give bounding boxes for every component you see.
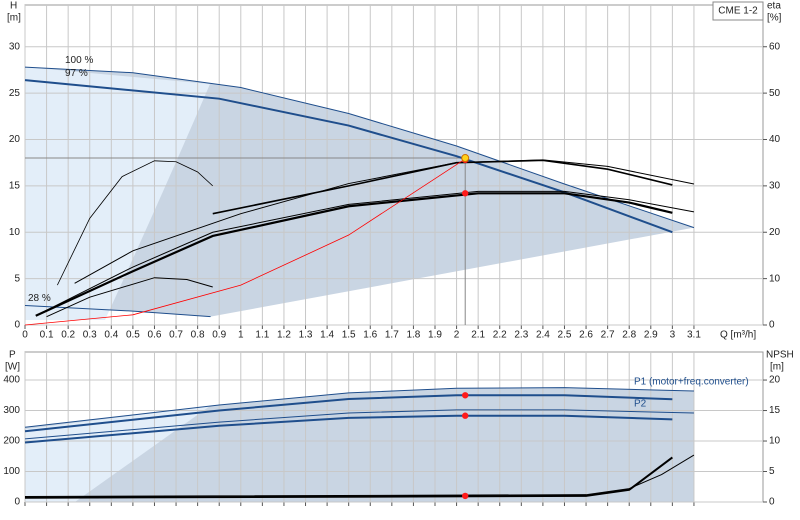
x-axis-title: Q [m³/h] — [720, 330, 756, 341]
x-tick-label: 1.4 — [320, 330, 334, 341]
range-area — [25, 67, 694, 317]
y2-axis-unit: [%] — [767, 13, 782, 24]
x-tick-label: 1.5 — [342, 330, 356, 341]
x-tick-label: 2 — [454, 330, 460, 341]
y2-tick-label: 0 — [769, 320, 775, 331]
operating-point — [462, 412, 469, 419]
y2-axis-title: NPSH — [766, 350, 794, 361]
y-axis-title: H — [10, 1, 17, 12]
x-tick-label: 2.5 — [558, 330, 572, 341]
x-tick-label: 2.8 — [622, 330, 636, 341]
y-tick-label: 15 — [9, 181, 21, 192]
curve — [46, 277, 213, 318]
y-tick-label: 300 — [3, 405, 20, 416]
x-tick-label: 3.1 — [687, 330, 701, 341]
y-tick-label: 5 — [14, 273, 20, 284]
curve — [24, 409, 694, 440]
y2-tick-label: 30 — [769, 181, 781, 192]
x-tick-label: 2.2 — [493, 330, 507, 341]
y2-tick-label: 15 — [769, 405, 781, 416]
x-tick-label: 0.9 — [212, 330, 226, 341]
y-axis-title: P — [9, 350, 16, 361]
duty-point — [461, 154, 470, 163]
curve — [212, 159, 673, 215]
x-tick-label: 2.3 — [514, 330, 528, 341]
labels: 0 0.1 0.2 0.3 0.4 0.5 0.6 0.7 0.8 0.9 1 1.1 1.2 1.3 1.… — [3, 41, 780, 507]
y-tick-label: 25 — [9, 88, 21, 99]
x-tick-label: 0.1 — [40, 330, 54, 341]
chart-title: CME 1-2 — [718, 6, 758, 17]
y-tick-label: 20 — [9, 134, 21, 145]
series-label: P1 (motor+freq.converter) — [634, 377, 749, 388]
curve — [35, 190, 695, 317]
y-tick-label: 0 — [14, 497, 20, 508]
series-label: 97 % — [65, 68, 88, 79]
x-tick-label: 2.6 — [579, 330, 593, 341]
x-tick-label: 1.3 — [299, 330, 313, 341]
curve — [24, 79, 673, 234]
y2-tick-label: 10 — [769, 273, 781, 284]
y2-tick-label: 10 — [769, 436, 781, 447]
x-tick-label: 0.3 — [83, 330, 97, 341]
y-tick-label: 200 — [3, 436, 20, 447]
y2-tick-label: 50 — [769, 88, 781, 99]
curve — [24, 394, 673, 433]
curve — [35, 192, 673, 317]
x-tick-label: 0.5 — [126, 330, 140, 341]
curve — [24, 387, 694, 428]
x-tick-label: 0.2 — [61, 330, 75, 341]
grid — [24, 4, 767, 506]
y2-tick-label: 20 — [769, 375, 781, 386]
curve — [24, 414, 673, 444]
x-tick-label: 2.7 — [601, 330, 615, 341]
x-tick-label: 0.6 — [148, 330, 162, 341]
y2-tick-label: 60 — [769, 41, 781, 52]
y2-tick-label: 40 — [769, 134, 781, 145]
curve — [24, 158, 466, 326]
curve — [24, 456, 673, 499]
y-tick-label: 100 — [3, 466, 20, 477]
series-label: 28 % — [28, 293, 51, 304]
x-tick-label: 1 — [238, 330, 244, 341]
y2-axis-unit: [m] — [770, 362, 784, 373]
y-tick-label: 30 — [9, 41, 21, 52]
curve — [24, 66, 695, 229]
x-tick-label: 2.4 — [536, 330, 550, 341]
operating-point — [462, 492, 469, 500]
y2-tick-label: 20 — [769, 227, 781, 238]
x-tick-label: 1.8 — [406, 330, 420, 341]
legend-box — [712, 1, 764, 21]
x-tick-label: 2.9 — [644, 330, 658, 341]
x-tick-label: 1.6 — [363, 330, 377, 341]
curve — [74, 159, 695, 284]
x-tick-label: 1.2 — [277, 330, 291, 341]
curve — [24, 454, 695, 498]
y-axis-unit: [m] — [7, 13, 21, 24]
x-tick-label: 0 — [22, 330, 28, 341]
curve — [24, 305, 211, 318]
x-tick-label: 1.1 — [255, 330, 269, 341]
operating-point — [462, 392, 469, 399]
y2-tick-label: 5 — [769, 466, 775, 477]
x-tick-label: 1.9 — [428, 330, 442, 341]
y-axis-unit: [W] — [5, 362, 20, 373]
x-tick-label: 0.4 — [104, 330, 118, 341]
x-tick-label: 2.1 — [471, 330, 485, 341]
y2-tick-label: 0 — [769, 497, 775, 508]
curve — [57, 160, 214, 286]
y-tick-label: 0 — [14, 320, 20, 331]
y-tick-label: 400 — [3, 375, 20, 386]
x-tick-label: 0.8 — [191, 330, 205, 341]
series-label: P2 — [634, 399, 647, 410]
series-label: 100 % — [65, 55, 93, 66]
x-tick-label: 1.7 — [385, 330, 399, 341]
x-tick-label: 0.7 — [169, 330, 183, 341]
x-tick-label: 3 — [670, 330, 676, 341]
operating-point — [462, 190, 469, 197]
curves — [24, 66, 695, 500]
y-tick-label: 10 — [9, 227, 21, 238]
y2-axis-title: eta — [767, 1, 781, 12]
